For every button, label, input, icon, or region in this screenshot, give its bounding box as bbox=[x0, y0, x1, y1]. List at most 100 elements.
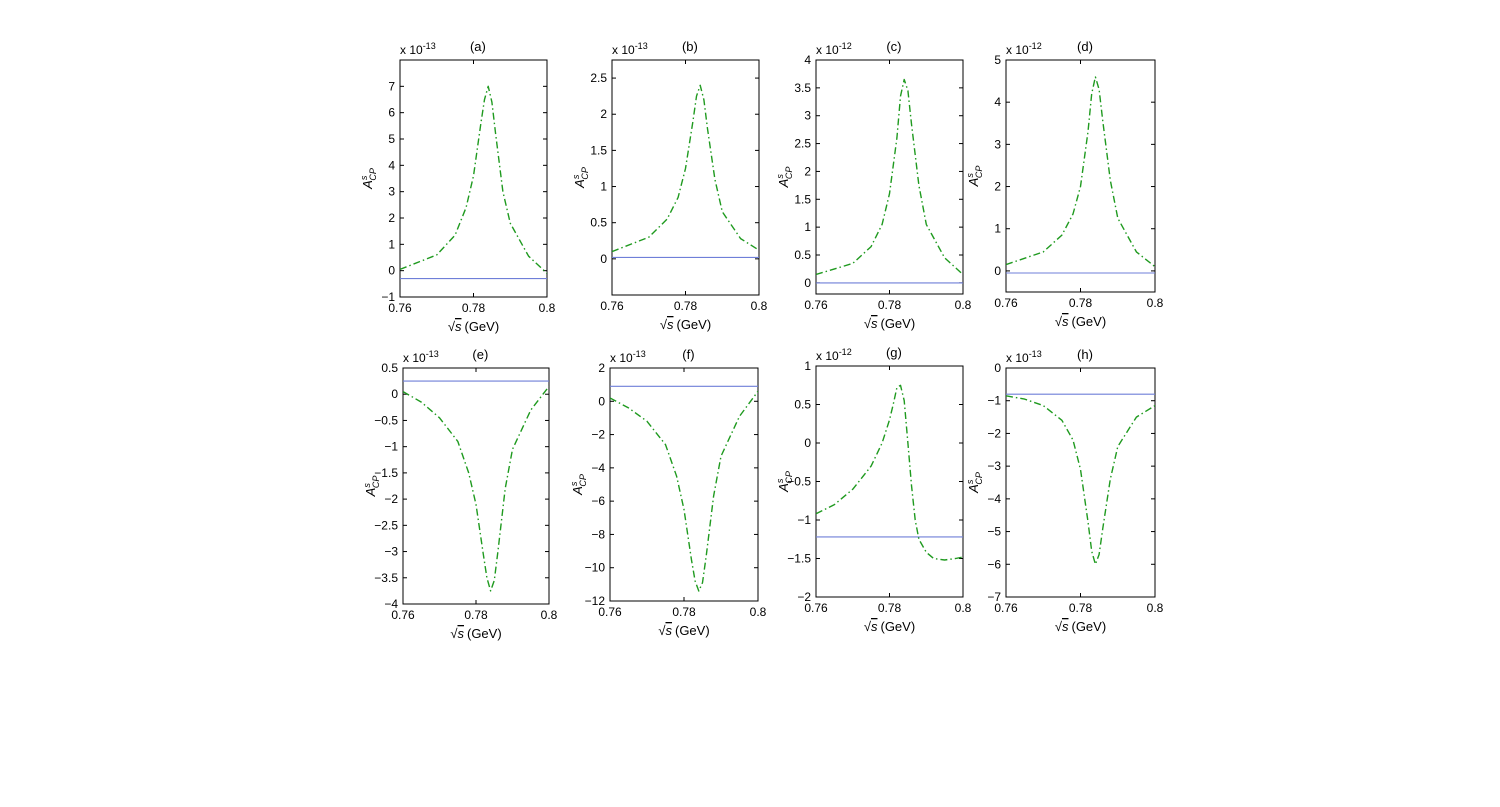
plot-frame bbox=[402, 367, 550, 605]
y-tick-label: 0 bbox=[598, 394, 605, 408]
panel-label: (g) bbox=[886, 345, 902, 360]
series-dashdot-line bbox=[403, 385, 549, 592]
series-dashdot-line bbox=[1006, 76, 1155, 268]
x-tick-label: 0.78 bbox=[674, 299, 698, 313]
x-axis-label: √s (GeV) bbox=[1055, 619, 1106, 634]
y-tick-label: −12 bbox=[585, 594, 606, 608]
x-tick-label: 0.78 bbox=[464, 608, 488, 622]
y-tick-label: 4 bbox=[994, 95, 1001, 109]
y-tick-label: 1 bbox=[388, 237, 395, 251]
y-tick-label: 3 bbox=[994, 137, 1001, 151]
y-tick-label: −2.5 bbox=[374, 518, 398, 532]
panel-label: (e) bbox=[472, 347, 488, 362]
plot-frame bbox=[815, 59, 964, 295]
x-tick-label: 0.8 bbox=[541, 608, 558, 622]
y-tick-label: −4 bbox=[987, 492, 1001, 506]
axis-exponent: x 10-13 bbox=[1006, 349, 1042, 365]
y-tick-label: −2 bbox=[987, 426, 1001, 440]
axis-exponent: x 10-12 bbox=[816, 347, 852, 363]
y-tick-label: 0 bbox=[391, 387, 398, 401]
y-tick-label: 3.5 bbox=[794, 81, 811, 95]
y-tick-label: 3 bbox=[804, 109, 811, 123]
y-axis-label: AsCP bbox=[965, 472, 984, 494]
y-tick-label: 2 bbox=[600, 107, 607, 121]
y-tick-label: 0.5 bbox=[794, 248, 811, 262]
axis-exponent: x 10-13 bbox=[403, 349, 439, 365]
series-dashdot-line bbox=[1006, 395, 1155, 565]
y-tick-label: −1.5 bbox=[787, 552, 811, 566]
y-tick-label: 2.5 bbox=[590, 71, 607, 85]
y-tick-label: 2 bbox=[388, 211, 395, 225]
chart-panel: 0.76 0.78 0.8 0 0.5 1 1.5 2 2.5 3 3.5 4 x 10-12 (c) √s… bbox=[775, 39, 972, 331]
y-tick-label: 0 bbox=[804, 436, 811, 450]
chart-panel: 0.76 0.78 0.8 0 0.5 1 1.5 2 2.5 x 10-13 (b) √s (GeV)… bbox=[571, 39, 768, 332]
y-tick-label: 0 bbox=[994, 361, 1001, 375]
y-tick-label: 1 bbox=[994, 222, 1001, 236]
y-tick-label: −1 bbox=[381, 290, 395, 304]
x-tick-label: 0.8 bbox=[1147, 601, 1164, 615]
y-tick-label: −7 bbox=[987, 590, 1001, 604]
y-axis-label: AsCP bbox=[571, 167, 590, 189]
chart-panel: 0.76 0.78 0.8 −12 −10 −8 −6 −4 −2 0 2 x 10-13 (f) √s(… bbox=[569, 347, 767, 638]
y-tick-label: 0 bbox=[994, 264, 1001, 278]
y-tick-label: 2 bbox=[804, 164, 811, 178]
x-tick-label: 0.78 bbox=[1069, 296, 1093, 310]
x-tick-label: 0.76 bbox=[804, 298, 828, 312]
y-tick-label: −6 bbox=[591, 494, 605, 508]
x-tick-label: 0.76 bbox=[804, 601, 828, 615]
x-tick-label: 0.76 bbox=[598, 605, 622, 619]
axis-exponent: x 10-13 bbox=[610, 349, 646, 365]
y-tick-label: 2 bbox=[598, 361, 605, 375]
chart-panel: 0.76 0.78 0.8 −2 −1.5 −1 −0.5 0 0.5 1 x 10-12 (g) √s… bbox=[775, 345, 972, 634]
y-tick-label: 1.5 bbox=[590, 143, 607, 157]
panel-label: (c) bbox=[886, 39, 901, 54]
y-tick-label: 0.5 bbox=[590, 216, 607, 230]
chart-panel: 0.76 0.78 0.8 0 1 2 3 4 5 x 10-12 (d) √s (GeV) AsCP bbox=[965, 39, 1164, 329]
y-tick-label: −2 bbox=[591, 428, 605, 442]
panel-label: (a) bbox=[470, 39, 486, 54]
y-tick-label: 7 bbox=[388, 79, 395, 93]
y-tick-label: −8 bbox=[591, 527, 605, 541]
x-tick-label: 0.78 bbox=[462, 301, 486, 315]
panel-label: (b) bbox=[682, 39, 698, 54]
y-tick-label: 2.5 bbox=[794, 137, 811, 151]
x-axis-label: √s (GeV) bbox=[1055, 314, 1106, 329]
y-tick-label: 0.5 bbox=[794, 398, 811, 412]
y-tick-label: 6 bbox=[388, 106, 395, 120]
x-axis-label: √s (GeV) bbox=[864, 619, 915, 634]
plot-frame bbox=[815, 365, 964, 598]
panel-label: (f) bbox=[682, 347, 694, 362]
y-tick-label: −6 bbox=[987, 557, 1001, 571]
y-tick-label: 0 bbox=[600, 252, 607, 266]
y-tick-label: −0.5 bbox=[374, 413, 398, 427]
x-tick-label: 0.8 bbox=[750, 605, 767, 619]
x-axis-label: √s (GeV) bbox=[448, 319, 499, 334]
x-tick-label: 0.76 bbox=[600, 299, 624, 313]
y-tick-label: 4 bbox=[388, 158, 395, 172]
x-axis-label: √s (GeV) bbox=[864, 316, 915, 331]
y-tick-label: −3 bbox=[987, 459, 1001, 473]
y-axis-label: AsCP bbox=[362, 476, 381, 498]
y-tick-label: −1.5 bbox=[374, 466, 398, 480]
y-axis-label: AsCP bbox=[569, 474, 588, 496]
series-dashdot-line bbox=[612, 84, 759, 253]
y-tick-label: −1 bbox=[987, 394, 1001, 408]
x-tick-label: 0.8 bbox=[955, 601, 972, 615]
panel-label: (h) bbox=[1077, 347, 1093, 362]
y-tick-label: 4 bbox=[804, 53, 811, 67]
y-tick-label: −10 bbox=[585, 561, 606, 575]
x-tick-label: 0.78 bbox=[1069, 601, 1093, 615]
y-tick-label: 1 bbox=[600, 180, 607, 194]
y-tick-label: −2 bbox=[797, 590, 811, 604]
x-axis-label: √s (GeV) bbox=[450, 626, 501, 641]
axis-exponent: x 10-13 bbox=[612, 41, 648, 57]
y-tick-label: −1 bbox=[797, 513, 811, 527]
y-tick-label: 0 bbox=[388, 264, 395, 278]
x-tick-label: 0.78 bbox=[672, 605, 696, 619]
series-dashdot-line bbox=[610, 390, 758, 592]
y-tick-label: −1 bbox=[384, 440, 398, 454]
plot-frame bbox=[609, 367, 759, 602]
y-axis-label: AsCP bbox=[775, 167, 794, 189]
x-tick-label: 0.76 bbox=[388, 301, 412, 315]
